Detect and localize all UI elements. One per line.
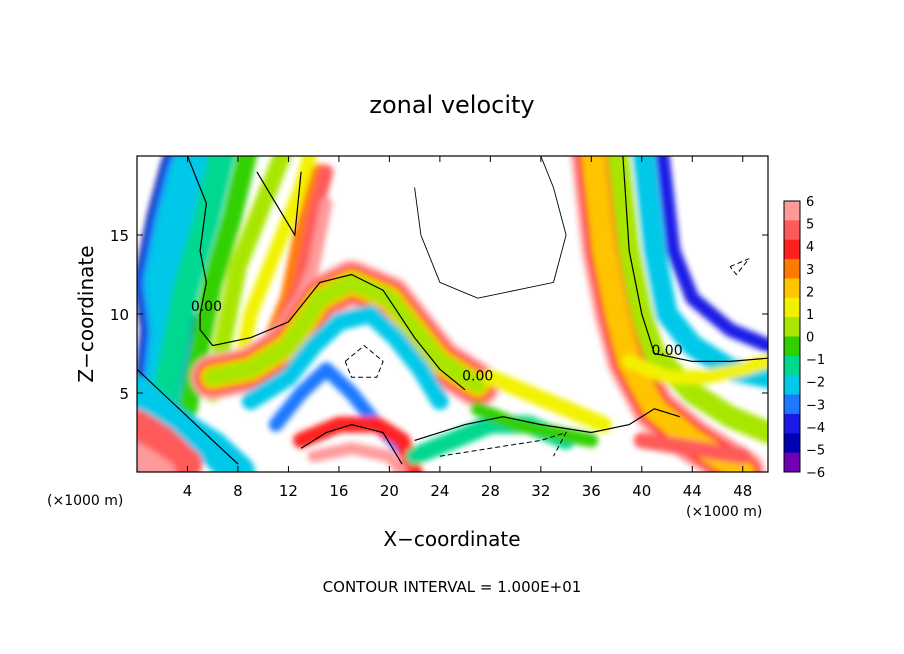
x-tick-label: 48	[733, 482, 752, 500]
contour-label: 0.00	[191, 299, 222, 315]
y-tick-label: 15	[110, 227, 129, 245]
colorbar-label: 2	[806, 285, 814, 300]
colorbar-label: 6	[806, 195, 814, 210]
contour-line	[414, 156, 567, 299]
x-tick-label: 24	[430, 482, 449, 500]
colorbar-segment	[784, 413, 800, 434]
colorbar-frame	[783, 200, 801, 473]
contour-line	[439, 431, 568, 457]
colorbar-label: 3	[806, 263, 814, 278]
contour-line	[622, 156, 768, 362]
colorbar-label: 1	[806, 308, 814, 323]
contour-label: 0.00	[651, 343, 682, 359]
y-axis: 5 10 15	[110, 227, 768, 403]
velocity-band	[137, 376, 255, 472]
velocity-band	[482, 369, 612, 433]
colorbar-segment	[784, 201, 800, 221]
velocity-band	[293, 416, 423, 472]
colorbar-segment	[784, 278, 800, 299]
velocity-band	[622, 354, 768, 385]
x-tick-label: 20	[380, 482, 399, 500]
contour-line	[256, 171, 302, 237]
colorbar-segment	[784, 433, 800, 454]
x-tick-label: 12	[279, 482, 298, 500]
colorbar-label: 4	[806, 240, 814, 255]
colorbar-segment	[784, 239, 800, 260]
colorbar-label: −2	[806, 376, 825, 391]
x-unit-right: (×1000 m)	[686, 504, 762, 520]
x-tick-label: 8	[233, 482, 243, 500]
x-tick-label: 28	[481, 482, 500, 500]
velocity-band	[655, 156, 768, 353]
contour-line	[729, 258, 750, 276]
colorbar-segment	[784, 394, 800, 415]
velocity-band	[137, 443, 176, 472]
colorbar-label: −4	[806, 421, 825, 436]
colorbar-label: −1	[806, 353, 825, 368]
velocity-band	[307, 442, 408, 472]
x-axis-label: X−coordinate	[383, 527, 520, 551]
colorbar-label: −5	[806, 443, 825, 458]
colorbar-segment	[784, 375, 800, 396]
y-tick-label: 10	[110, 306, 129, 324]
colorbar: 6 5 4 3 2 1 0 −1 −2 −3 −4 −5 −6	[783, 195, 825, 481]
colorbar-segment	[784, 297, 800, 318]
colorbar-label: 5	[806, 218, 814, 233]
y-axis-label: Z−coordinate	[74, 245, 98, 382]
colorbar-segment	[784, 336, 800, 357]
contour-line	[300, 423, 403, 465]
colorbar-label: −6	[806, 466, 825, 481]
velocity-band	[203, 273, 487, 395]
velocity-band	[203, 156, 292, 402]
colorbar-segment	[784, 452, 800, 473]
velocity-band	[149, 156, 235, 422]
velocity-band	[633, 432, 751, 465]
x-tick-label: 44	[683, 482, 702, 500]
contour-label-layer: 0.00 0.00 0.00	[191, 299, 683, 385]
colorbar-segment	[784, 355, 800, 376]
contour-lines	[137, 156, 768, 465]
x-tick-label: 4	[183, 482, 193, 500]
chart-title: zonal velocity	[369, 91, 534, 119]
x-unit-left: (×1000 m)	[47, 493, 123, 509]
x-tick-label: 40	[632, 482, 651, 500]
velocity-band	[137, 409, 203, 472]
colorbar-label: −3	[806, 398, 825, 413]
contour-label: 0.00	[462, 368, 493, 384]
x-tick-label: 32	[531, 482, 550, 500]
contour-interval-note: CONTOUR INTERVAL = 1.000E+01	[323, 578, 582, 596]
velocity-band	[241, 305, 449, 410]
x-tick-label: 16	[329, 482, 348, 500]
y-tick-label: 5	[119, 385, 129, 403]
contour-line	[137, 368, 239, 465]
contour-line	[186, 156, 466, 391]
x-tick-label: 36	[582, 482, 601, 500]
colorbar-segment	[784, 220, 800, 241]
colorbar-label: 0	[806, 331, 814, 346]
plot-area	[137, 156, 768, 472]
velocity-band	[470, 401, 599, 448]
contour-line	[344, 344, 384, 378]
contour-line	[414, 408, 680, 441]
colorbar-segment	[784, 259, 800, 279]
x-axis: 4 8 12 16 20 24 28 32 36 40 44 48	[183, 156, 752, 500]
colorbar-segment	[784, 317, 800, 337]
velocity-band	[231, 156, 317, 385]
